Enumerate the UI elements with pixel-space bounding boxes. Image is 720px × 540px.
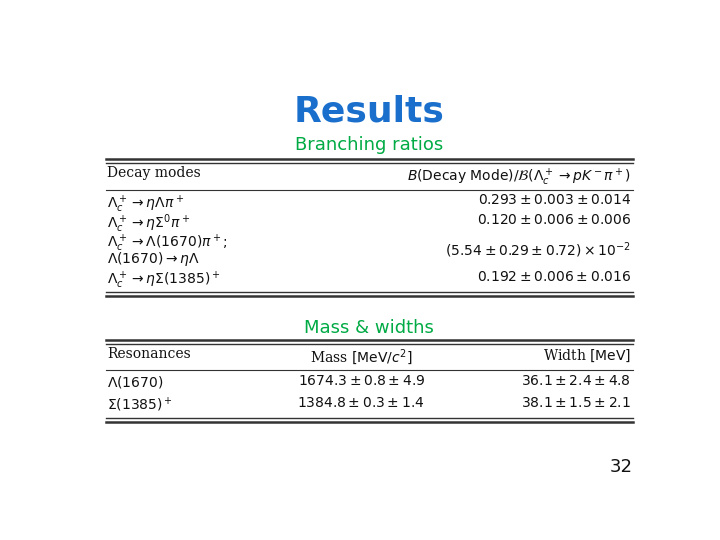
- Text: Width $[\mathrm{MeV}]$: Width $[\mathrm{MeV}]$: [543, 347, 631, 363]
- Text: $36.1 \pm 2.4 \pm 4.8$: $36.1 \pm 2.4 \pm 4.8$: [521, 374, 631, 388]
- Text: $\Lambda_c^+ \to \Lambda(1670)\pi^+;$: $\Lambda_c^+ \to \Lambda(1670)\pi^+;$: [107, 233, 228, 254]
- Text: $\Lambda_c^+ \to \eta\Sigma(1385)^+$: $\Lambda_c^+ \to \eta\Sigma(1385)^+$: [107, 269, 221, 291]
- Text: 32: 32: [610, 457, 632, 476]
- Text: $\Lambda(1670)$: $\Lambda(1670)$: [107, 374, 163, 389]
- Text: $1674.3 \pm 0.8 \pm 4.9$: $1674.3 \pm 0.8 \pm 4.9$: [297, 374, 425, 388]
- Text: $0.120 \pm 0.006 \pm 0.006$: $0.120 \pm 0.006 \pm 0.006$: [477, 213, 631, 227]
- Text: $\Lambda(1670) \to \eta\Lambda$: $\Lambda(1670) \to \eta\Lambda$: [107, 249, 200, 268]
- Text: $(5.54 \pm 0.29 \pm 0.72) \times 10^{-2}$: $(5.54 \pm 0.29 \pm 0.72) \times 10^{-2}…: [445, 240, 631, 260]
- Text: Branching ratios: Branching ratios: [295, 136, 443, 154]
- Text: $0.293 \pm 0.003 \pm 0.014$: $0.293 \pm 0.003 \pm 0.014$: [477, 193, 631, 207]
- Text: Mass & widths: Mass & widths: [304, 319, 434, 337]
- Text: $1384.8 \pm 0.3 \pm 1.4$: $1384.8 \pm 0.3 \pm 1.4$: [297, 396, 425, 410]
- Text: Results: Results: [294, 94, 444, 128]
- Text: Resonances: Resonances: [107, 347, 191, 361]
- Text: $38.1 \pm 1.5 \pm 2.1$: $38.1 \pm 1.5 \pm 2.1$: [521, 396, 631, 410]
- Text: Mass $[\mathrm{MeV}/c^2]$: Mass $[\mathrm{MeV}/c^2]$: [310, 347, 413, 367]
- Text: $\Lambda_c^+ \to \eta\Lambda\pi^+$: $\Lambda_c^+ \to \eta\Lambda\pi^+$: [107, 193, 184, 215]
- Text: $0.192 \pm 0.006 \pm 0.016$: $0.192 \pm 0.006 \pm 0.016$: [477, 269, 631, 284]
- Text: $\Lambda_c^+ \to \eta\Sigma^0\pi^+$: $\Lambda_c^+ \to \eta\Sigma^0\pi^+$: [107, 213, 190, 235]
- Text: $\Sigma(1385)^+$: $\Sigma(1385)^+$: [107, 396, 173, 414]
- Text: Decay modes: Decay modes: [107, 166, 201, 180]
- Text: $B(\mathrm{Decay\ Mode})/\mathcal{B}(\Lambda_c^+ \to pK^-\pi^+)$: $B(\mathrm{Decay\ Mode})/\mathcal{B}(\La…: [407, 166, 631, 188]
